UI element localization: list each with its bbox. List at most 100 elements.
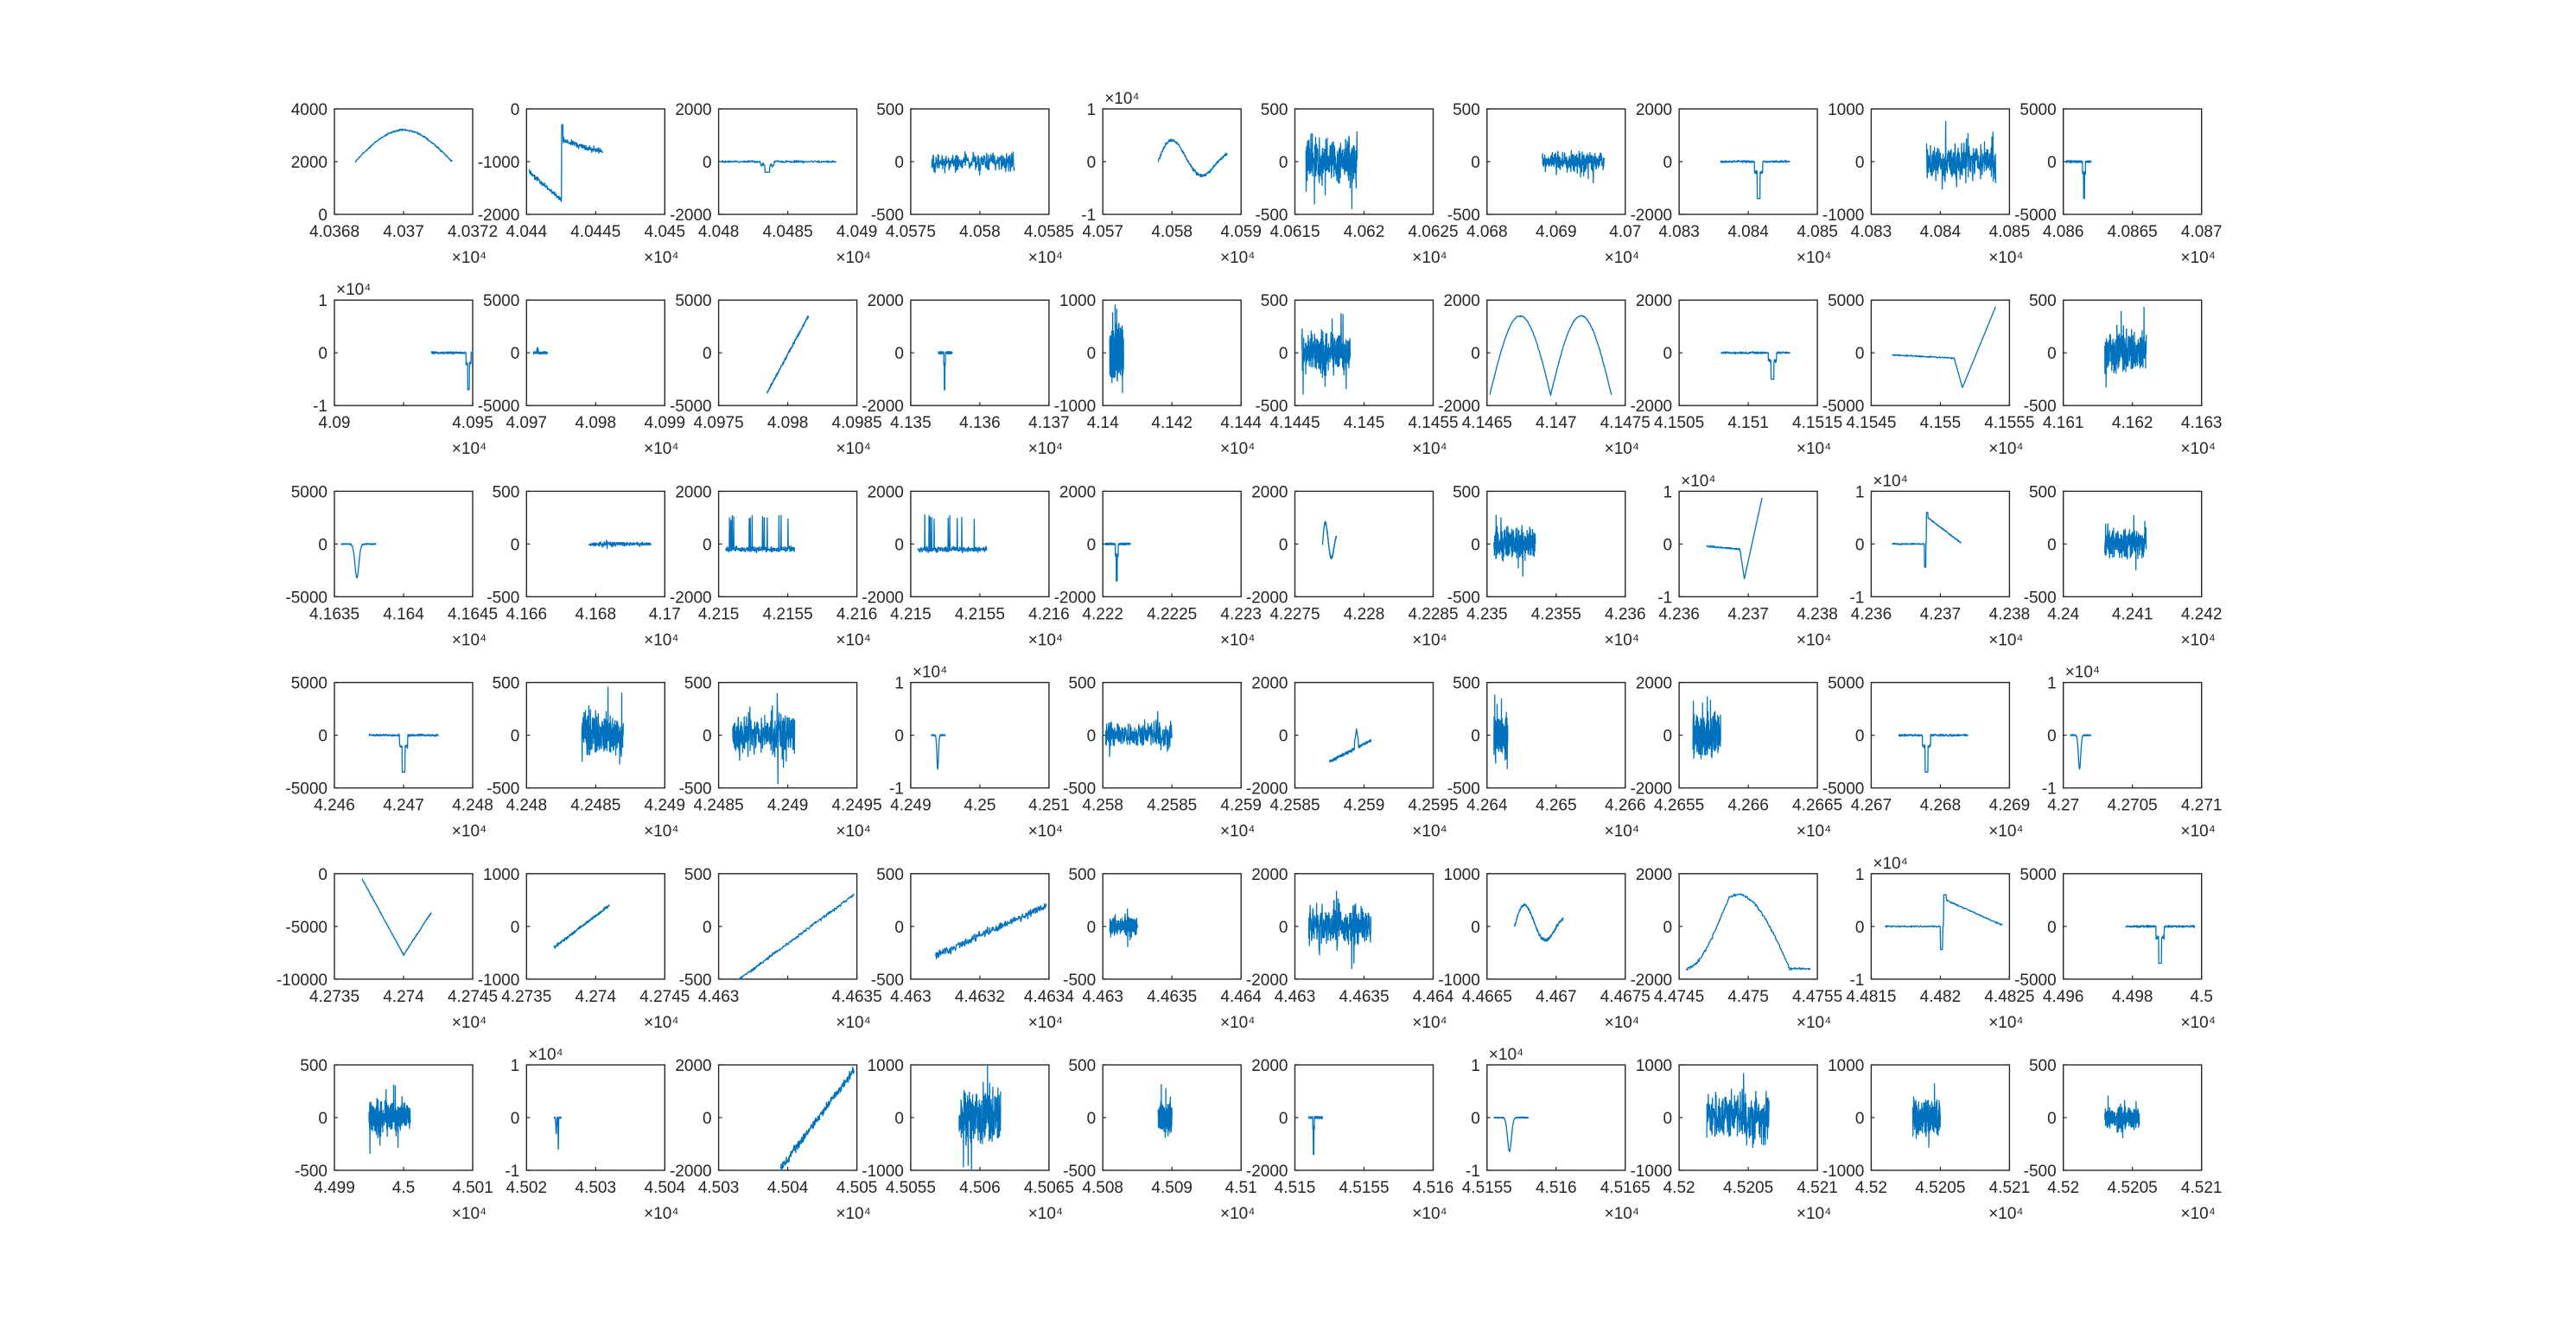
- subplot-35: -500 0 500 4.258 4.2585 4.259 ×10⁴: [1063, 675, 1262, 841]
- y-tick-label: 0: [1855, 154, 1865, 172]
- x-exponent-label: ×10⁴: [1605, 1014, 1639, 1032]
- x-tick-label: 4.475: [1727, 988, 1769, 1006]
- x-exponent-label: ×10⁴: [452, 1205, 487, 1223]
- y-tick-label: -5000: [1822, 780, 1865, 799]
- axes-box: [1486, 681, 1626, 789]
- y-exponent-label: ×10⁴: [2065, 664, 2100, 682]
- y-tick-label: 500: [2029, 292, 2057, 310]
- x-exponent-label: ×10⁴: [1412, 1205, 1447, 1223]
- x-exponent-label: ×10⁴: [1412, 1014, 1447, 1032]
- y-tick-label: 1000: [1828, 101, 1864, 119]
- x-tick-label: 4.164: [383, 605, 424, 623]
- x-tick-label: 4.247: [383, 797, 424, 815]
- y-tick-label: -5000: [285, 589, 328, 607]
- y-tick-label: 0: [1471, 1110, 1480, 1128]
- y-tick-label: 0: [1471, 728, 1480, 746]
- y-tick-label: 0: [511, 919, 520, 937]
- y-tick-label: 500: [493, 483, 520, 501]
- x-tick-label: 4.4635: [1147, 988, 1197, 1006]
- x-tick-label: 4.085: [1989, 223, 2031, 241]
- y-tick-label: 2000: [1251, 675, 1288, 693]
- x-tick-label: 4.249: [645, 797, 686, 815]
- series-line: [1489, 315, 1612, 397]
- y-tick-label: -500: [295, 1163, 328, 1181]
- y-tick-label: -500: [871, 207, 904, 225]
- x-tick-label: 4.09: [319, 414, 351, 432]
- series-line: [2125, 924, 2196, 965]
- y-tick-label: 0: [894, 1110, 904, 1128]
- series-line: [532, 347, 548, 355]
- y-tick-label: 0: [703, 154, 712, 172]
- y-tick-label: 2000: [1251, 483, 1288, 501]
- x-exponent-label: ×10⁴: [1412, 249, 1447, 267]
- y-tick-label: 1: [1663, 483, 1673, 501]
- y-tick-label: 500: [1068, 866, 1096, 884]
- x-tick-label: 4.271: [2181, 797, 2223, 815]
- x-tick-label: 4.2745: [639, 988, 690, 1006]
- x-tick-label: 4.0485: [763, 223, 813, 241]
- y-tick-label: 0: [894, 919, 904, 937]
- subplot-16: -500 0 500 4.1445 4.145 4.1455 ×10⁴: [1255, 292, 1458, 458]
- x-exponent-label: ×10⁴: [1028, 440, 1063, 458]
- x-exponent-label: ×10⁴: [2180, 823, 2215, 841]
- x-tick-label: 4.2275: [1269, 605, 1320, 623]
- x-tick-label: 4.52: [1663, 1179, 1695, 1197]
- x-tick-label: 4.5: [392, 1179, 415, 1197]
- series-line: [1514, 903, 1564, 942]
- x-exponent-label: ×10⁴: [836, 440, 870, 458]
- subplot-4: -500 0 500 4.0575 4.058 4.0585 ×10⁴: [871, 101, 1074, 267]
- x-tick-label: 4.044: [506, 223, 548, 241]
- y-tick-label: 0: [2047, 1110, 2057, 1128]
- series-line: [528, 124, 603, 202]
- axes-box: [1678, 490, 1818, 598]
- axes-box: [1486, 299, 1626, 406]
- x-tick-label: 4.137: [1028, 414, 1070, 432]
- y-tick-label: 0: [318, 728, 328, 746]
- x-exponent-label: ×10⁴: [1605, 631, 1639, 649]
- series-line: [766, 315, 810, 394]
- x-exponent-label: ×10⁴: [1028, 249, 1063, 267]
- x-tick-label: 4.2655: [1654, 797, 1704, 815]
- series-line: [1892, 306, 1996, 388]
- x-tick-label: 4.1445: [1269, 414, 1320, 432]
- series-line: [1301, 313, 1352, 395]
- x-tick-label: 4.058: [1151, 223, 1193, 241]
- x-tick-label: 4.503: [576, 1179, 617, 1197]
- axes-box: [1102, 299, 1242, 406]
- axes-box: [334, 108, 474, 215]
- x-tick-label: 4.464: [1220, 988, 1262, 1006]
- x-exponent-label: ×10⁴: [1797, 1014, 1831, 1032]
- x-tick-label: 4.4815: [1846, 988, 1896, 1006]
- x-tick-label: 4.145: [1344, 414, 1385, 432]
- series-line: [725, 514, 796, 554]
- y-tick-label: 0: [894, 154, 904, 172]
- x-tick-label: 4.2585: [1147, 797, 1197, 815]
- x-tick-label: 4.068: [1466, 223, 1508, 241]
- y-tick-label: 5000: [1828, 292, 1864, 310]
- x-exponent-label: ×10⁴: [836, 1205, 870, 1223]
- x-tick-label: 4.1555: [1984, 414, 2034, 432]
- y-tick-label: -2000: [862, 398, 904, 416]
- x-tick-label: 4.136: [959, 414, 1001, 432]
- y-tick-label: 0: [1279, 919, 1288, 937]
- x-tick-label: 4.52: [2047, 1179, 2079, 1197]
- subplot-24: -2000 0 2000 4.215 4.2155 4.216 ×10⁴: [862, 483, 1069, 649]
- subplot-14: -2000 0 2000 4.135 4.136 4.137 ×10⁴: [862, 292, 1069, 458]
- x-tick-label: 4.498: [2112, 988, 2153, 1006]
- y-tick-label: -5000: [2014, 972, 2057, 990]
- x-tick-label: 4.168: [576, 605, 617, 623]
- y-tick-label: 1000: [1059, 292, 1096, 310]
- y-tick-label: 0: [2047, 154, 2057, 172]
- series-line: [2104, 514, 2147, 570]
- y-tick-label: 0: [1855, 345, 1865, 363]
- x-tick-label: 4.504: [767, 1179, 809, 1197]
- x-tick-label: 4.0368: [309, 223, 359, 241]
- series-line: [1493, 694, 1509, 770]
- x-exponent-label: ×10⁴: [1028, 1205, 1063, 1223]
- y-tick-label: 0: [1087, 345, 1097, 363]
- subplot-44: -500 0 500 4.463 4.4632 4.4634 ×10⁴: [871, 866, 1075, 1032]
- x-tick-label: 4.521: [1797, 1179, 1838, 1197]
- y-tick-label: -500: [871, 972, 904, 990]
- y-exponent-label: ×10⁴: [913, 664, 947, 682]
